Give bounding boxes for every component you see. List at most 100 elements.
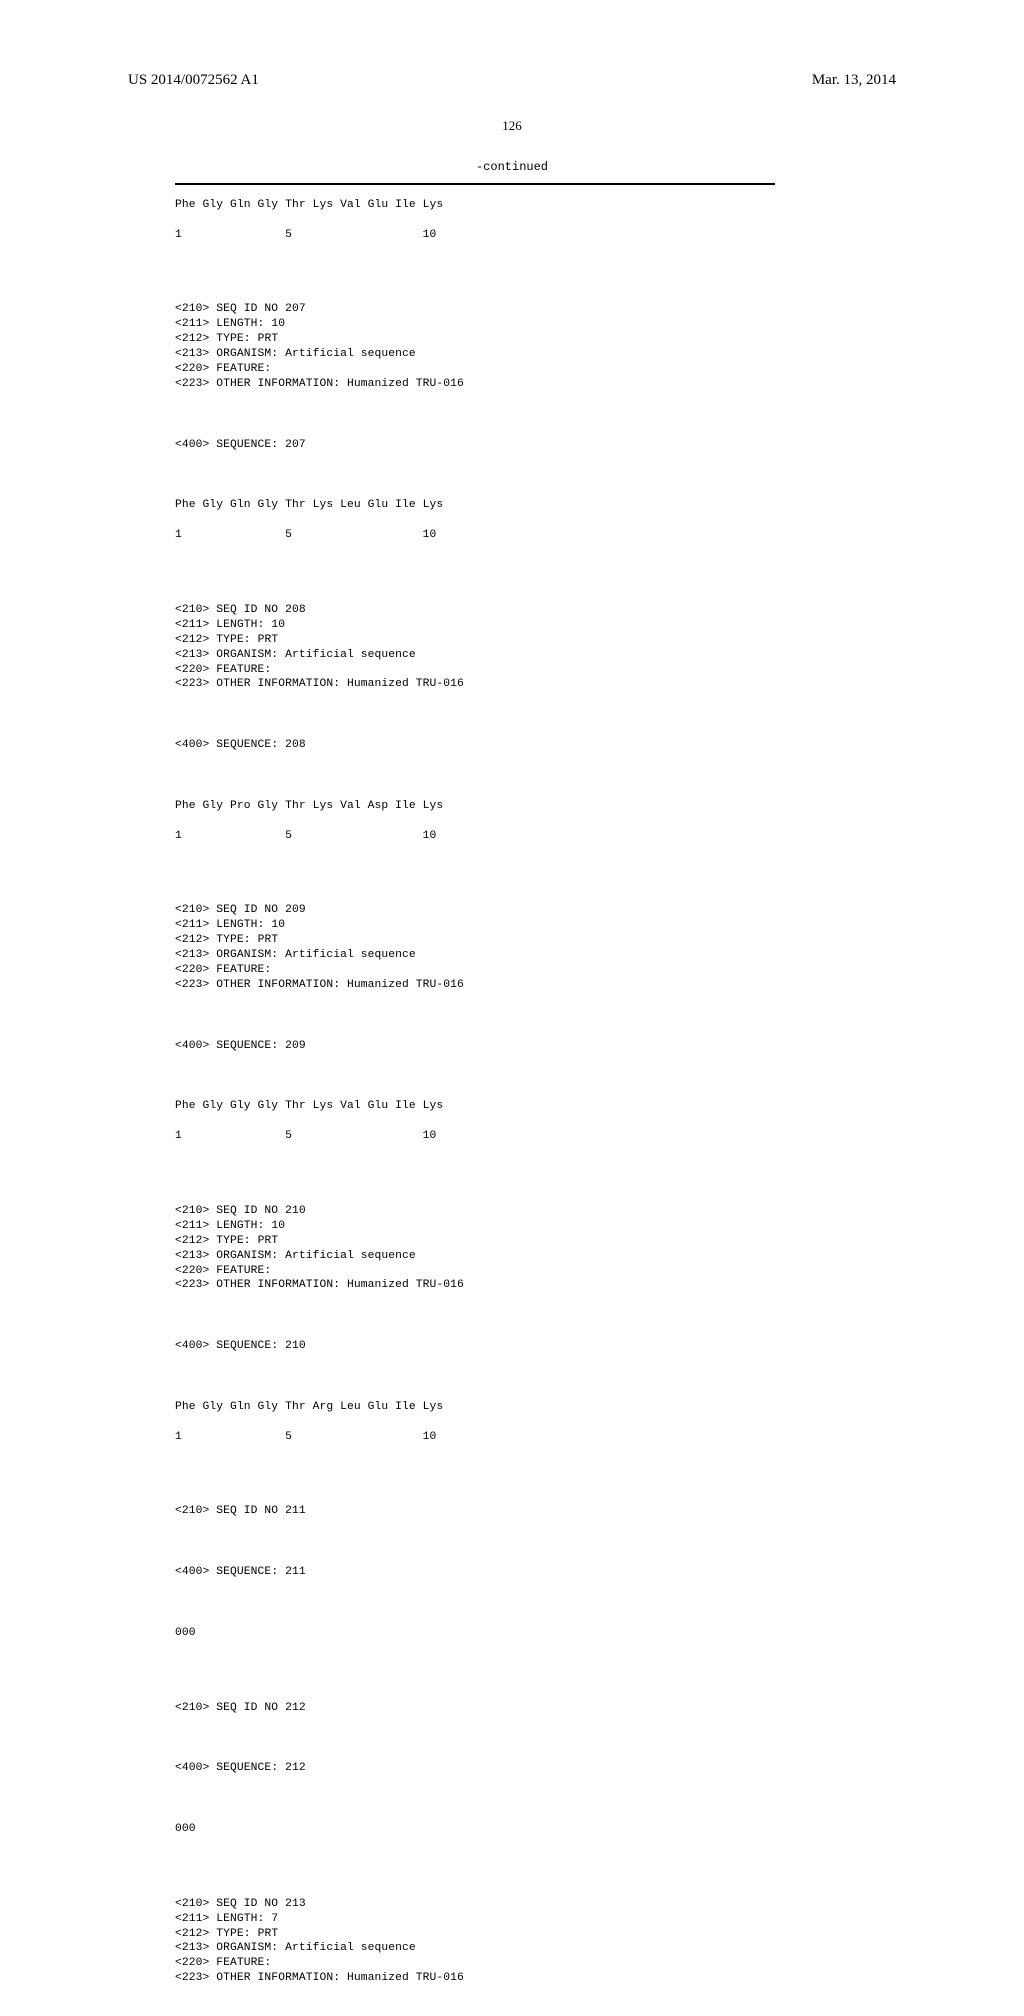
page-number: 126 <box>0 118 1024 134</box>
sequence-numbers: 1 5 10 <box>175 228 775 243</box>
seq-organism: Artificial sequence <box>285 348 416 360</box>
tag-213: <213> ORGANISM: <box>175 1250 285 1262</box>
tag-211: <211> LENGTH: <box>175 1220 271 1232</box>
tag-210: <210> SEQ ID NO <box>175 604 285 616</box>
sequence-numbers: 1 5 10 <box>175 829 775 844</box>
sequence-numbers: 1 5 10 <box>175 528 775 543</box>
seq-type: PRT <box>258 1928 279 1940</box>
tag-223: <223> OTHER INFORMATION: <box>175 678 347 690</box>
seq-other-info: Humanized TRU-016 <box>347 1972 464 1984</box>
tag-211: <211> LENGTH: <box>175 619 271 631</box>
tag-212: <212> TYPE: <box>175 934 258 946</box>
tag-400: <400> <box>175 1762 216 1774</box>
seq-entry: <210> SEQ ID NO 210 <211> LENGTH: 10 <21… <box>175 1204 775 1293</box>
tag-220: <220> FEATURE: <box>175 964 271 976</box>
sequence-label: SEQUENCE: 207 <box>216 439 305 451</box>
seq-entry-short: <210> SEQ ID NO 212 <box>175 1701 775 1716</box>
sequence-listing: Phe Gly Gln Gly Thr Lys Val Glu Ile Lys … <box>175 183 775 2016</box>
sequence-value: 000 <box>175 1626 775 1641</box>
seq-organism: Artificial sequence <box>285 1942 416 1954</box>
seq-type: PRT <box>258 1235 279 1247</box>
seq-length: 10 <box>271 919 285 931</box>
tag-210: <210> SEQ ID NO <box>175 1205 285 1217</box>
sequence-label: SEQUENCE: 208 <box>216 739 305 751</box>
page: US 2014/0072562 A1 Mar. 13, 2014 126 -co… <box>0 0 1024 1320</box>
tag-400-line: <400> SEQUENCE: 210 <box>175 1339 775 1354</box>
tag-223: <223> OTHER INFORMATION: <box>175 979 347 991</box>
tag-220: <220> FEATURE: <box>175 1957 271 1969</box>
tag-212: <212> TYPE: <box>175 333 258 345</box>
sequence-label: SEQUENCE: 209 <box>216 1040 305 1052</box>
seq-other-info: Humanized TRU-016 <box>347 979 464 991</box>
seq-entry-short: <210> SEQ ID NO 211 <box>175 1504 775 1519</box>
tag-400-line: <400> SEQUENCE: 209 <box>175 1039 775 1054</box>
tag-210: <210> SEQ ID NO <box>175 303 285 315</box>
sequence-label: SEQUENCE: 212 <box>216 1762 305 1774</box>
seq-organism: Artificial sequence <box>285 1250 416 1262</box>
sequence-label: SEQUENCE: 210 <box>216 1340 305 1352</box>
tag-400: <400> <box>175 1340 216 1352</box>
publication-date: Mar. 13, 2014 <box>812 72 896 89</box>
tag-212: <212> TYPE: <box>175 634 258 646</box>
tag-210: <210> SEQ ID NO <box>175 1898 285 1910</box>
tag-220: <220> FEATURE: <box>175 1265 271 1277</box>
seq-length: 10 <box>271 619 285 631</box>
seq-organism: Artificial sequence <box>285 649 416 661</box>
seq-id: 208 <box>285 604 306 616</box>
tag-400-line: <400> SEQUENCE: 212 <box>175 1761 775 1776</box>
seq-id: 213 <box>285 1898 306 1910</box>
sequence-residues: Phe Gly Gly Gly Thr Lys Val Glu Ile Lys <box>175 1099 775 1114</box>
seq-id: 211 <box>285 1505 306 1517</box>
seq-type: PRT <box>258 934 279 946</box>
tag-220: <220> FEATURE: <box>175 363 271 375</box>
tag-400: <400> <box>175 739 216 751</box>
tag-211: <211> LENGTH: <box>175 919 271 931</box>
tag-400: <400> <box>175 1566 216 1578</box>
tag-223: <223> OTHER INFORMATION: <box>175 1279 347 1291</box>
tag-213: <213> ORGANISM: <box>175 348 285 360</box>
tag-212: <212> TYPE: <box>175 1928 258 1940</box>
seq-entry: <210> SEQ ID NO 209 <211> LENGTH: 10 <21… <box>175 903 775 992</box>
tag-213: <213> ORGANISM: <box>175 949 285 961</box>
seq-id: 209 <box>285 904 306 916</box>
seq-length: 7 <box>271 1913 278 1925</box>
seq-other-info: Humanized TRU-016 <box>347 378 464 390</box>
seq-length: 10 <box>271 1220 285 1232</box>
sequence-residues: Phe Gly Gln Gly Thr Arg Leu Glu Ile Lys <box>175 1400 775 1415</box>
seq-entry: <210> SEQ ID NO 207 <211> LENGTH: 10 <21… <box>175 302 775 391</box>
tag-211: <211> LENGTH: <box>175 318 271 330</box>
seq-other-info: Humanized TRU-016 <box>347 678 464 690</box>
seq-type: PRT <box>258 333 279 345</box>
sequence-residues: Phe Gly Pro Gly Thr Lys Val Asp Ile Lys <box>175 799 775 814</box>
sequence-numbers: 1 5 10 <box>175 1430 775 1445</box>
continued-label: -continued <box>0 160 1024 174</box>
seq-id: 212 <box>285 1702 306 1714</box>
tag-400: <400> <box>175 439 216 451</box>
tag-400-line: <400> SEQUENCE: 207 <box>175 438 775 453</box>
seq-entry: <210> SEQ ID NO 208 <211> LENGTH: 10 <21… <box>175 603 775 692</box>
sequence-label: SEQUENCE: 211 <box>216 1566 305 1578</box>
tag-210: <210> SEQ ID NO <box>175 1702 285 1714</box>
sequence-residues: Phe Gly Gln Gly Thr Lys Leu Glu Ile Lys <box>175 498 775 513</box>
seq-length: 10 <box>271 318 285 330</box>
tag-400-line: <400> SEQUENCE: 211 <box>175 1565 775 1580</box>
tag-212: <212> TYPE: <box>175 1235 258 1247</box>
publication-number: US 2014/0072562 A1 <box>128 72 259 89</box>
seq-organism: Artificial sequence <box>285 949 416 961</box>
tag-210: <210> SEQ ID NO <box>175 904 285 916</box>
tag-400: <400> <box>175 1040 216 1052</box>
tag-220: <220> FEATURE: <box>175 664 271 676</box>
seq-id: 207 <box>285 303 306 315</box>
sequence-value: 000 <box>175 1822 775 1837</box>
seq-entry: <210> SEQ ID NO 213 <211> LENGTH: 7 <212… <box>175 1897 775 1986</box>
tag-223: <223> OTHER INFORMATION: <box>175 378 347 390</box>
tag-223: <223> OTHER INFORMATION: <box>175 1972 347 1984</box>
seq-id: 210 <box>285 1205 306 1217</box>
tag-400-line: <400> SEQUENCE: 208 <box>175 738 775 753</box>
tag-211: <211> LENGTH: <box>175 1913 271 1925</box>
tag-210: <210> SEQ ID NO <box>175 1505 285 1517</box>
sequence-residues: Phe Gly Gln Gly Thr Lys Val Glu Ile Lys <box>175 198 775 213</box>
sequence-numbers: 1 5 10 <box>175 1129 775 1144</box>
seq-type: PRT <box>258 634 279 646</box>
tag-213: <213> ORGANISM: <box>175 1942 285 1954</box>
